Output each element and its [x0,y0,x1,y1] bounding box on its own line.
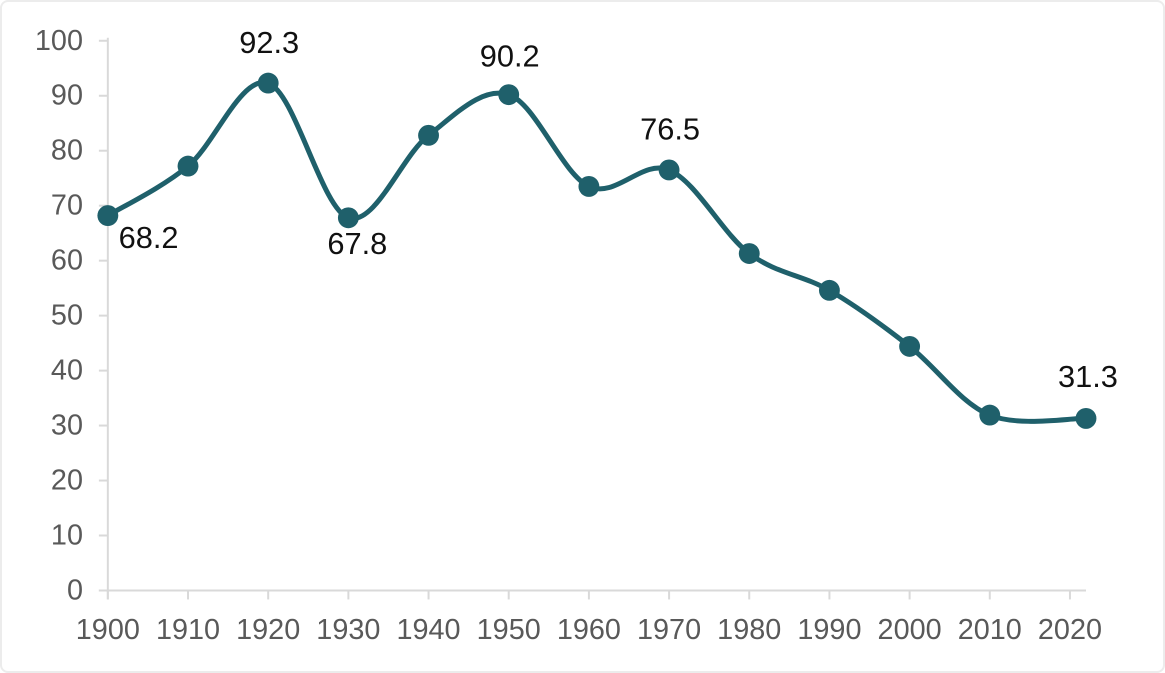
y-axis-tick-label: 10 [51,520,83,552]
x-axis-tick-label: 1930 [316,614,380,646]
x-axis-tick-label: 2000 [878,614,942,646]
data-point-marker [257,72,279,94]
data-point-label: 90.2 [480,38,540,73]
data-point-marker [1075,407,1097,429]
data-point-label: 67.8 [327,226,387,261]
data-point-marker [97,205,119,227]
y-axis-tick-label: 90 [51,80,83,112]
data-point-marker [979,404,1001,426]
y-axis-tick-label: 80 [51,135,83,167]
x-axis-tick-label: 1990 [797,614,861,646]
x-axis-tick-label: 1910 [156,614,220,646]
y-axis-tick-label: 30 [51,410,83,442]
data-point-marker [498,84,520,106]
data-point-label: 68.2 [119,220,179,255]
data-point-label: 31.3 [1058,359,1118,394]
y-axis-tick-label: 20 [51,465,83,497]
data-point-marker [177,155,199,177]
x-axis-tick-label: 2010 [958,614,1022,646]
x-axis-tick-label: 1980 [717,614,781,646]
x-axis-tick-label: 1950 [477,614,541,646]
x-axis-tick-label: 1940 [396,614,460,646]
data-point-label: 76.5 [640,112,700,147]
x-axis-tick-label: 1920 [236,614,300,646]
data-point-marker [418,124,439,146]
x-axis-tick-label: 1970 [637,614,701,646]
series-line [105,80,1089,424]
data-point-marker [738,243,760,264]
y-axis-tick-label: 40 [51,355,83,387]
data-point-marker [818,279,840,301]
y-axis-tick-label: 50 [51,300,83,332]
data-point-marker [578,176,600,197]
x-axis-tick-label: 2020 [1038,614,1102,646]
data-point-label: 92.3 [239,25,299,60]
data-point-marker [337,207,359,229]
y-axis-tick-label: 60 [51,245,83,277]
data-point-marker [658,159,680,181]
y-axis-tick-label: 0 [67,574,83,606]
x-axis-tick-label: 1900 [76,614,140,646]
y-axis-tick-label: 100 [35,25,83,57]
x-axis-tick-label: 1960 [557,614,621,646]
data-point-marker [899,335,921,357]
y-axis-tick-label: 70 [51,190,83,222]
